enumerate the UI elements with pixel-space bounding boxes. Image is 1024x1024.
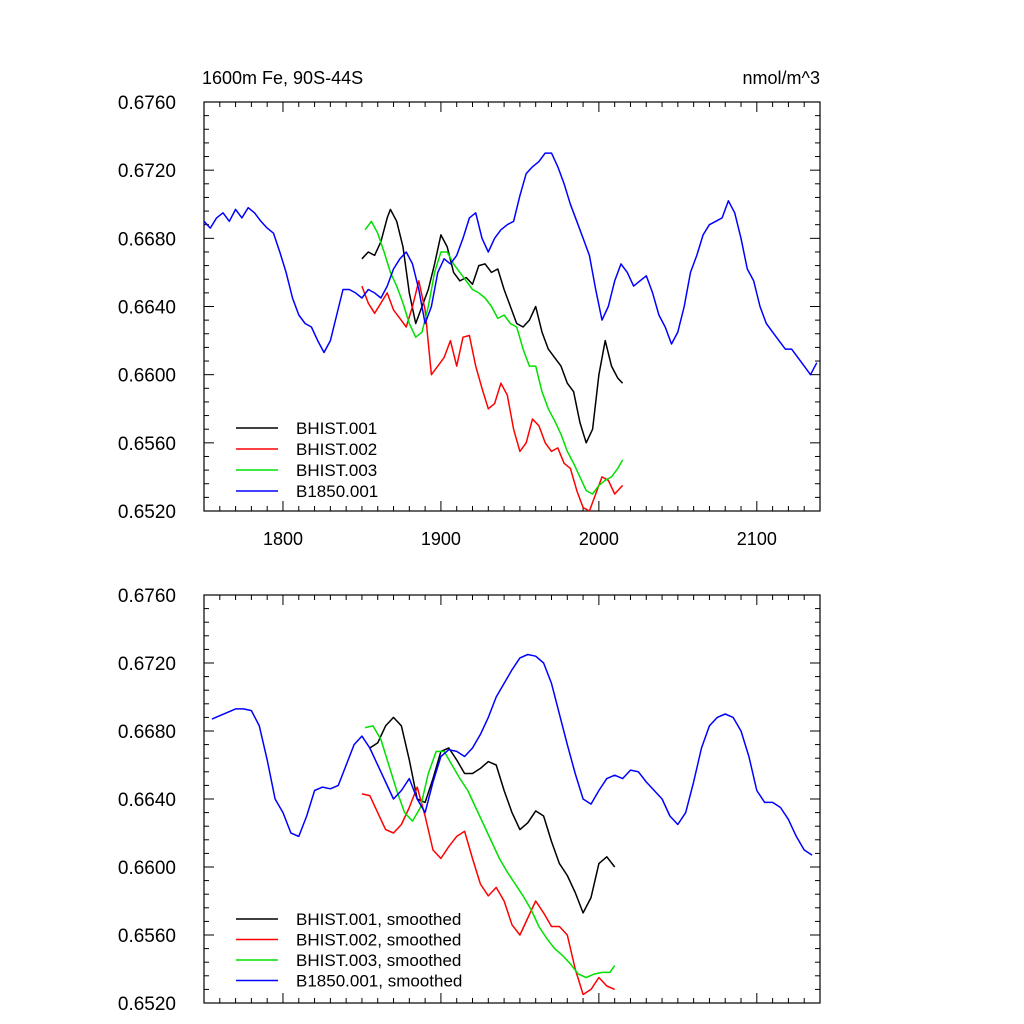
y-tick-label: 0.6560 (118, 434, 176, 455)
y-tick-label: 0.6680 (118, 722, 176, 743)
x-tick-label: 1900 (421, 529, 461, 549)
series-line-4 (211, 653, 813, 856)
y-tick-label: 0.6760 (118, 93, 176, 114)
legend-label-1: BHIST.001 (296, 419, 377, 438)
top-panel: 1600m Fe, 90S-44S nmol/m^3 1800 1900 2000 2… (118, 68, 821, 549)
y-tick-label: 0.6640 (118, 298, 176, 319)
x-tick-label: 1800 (263, 529, 303, 549)
legend-label-3: BHIST.003 (296, 461, 377, 480)
legend-label-1: BHIST.001, smoothed (296, 910, 461, 929)
y-tick-label: 0.6520 (118, 994, 176, 1015)
y-tick-label: 0.6720 (118, 161, 176, 182)
series-line-3 (364, 220, 624, 495)
legend-label-2: BHIST.002, smoothed (296, 931, 461, 950)
y-tick-label: 0.6680 (118, 229, 176, 250)
series-line-3 (364, 725, 616, 979)
legend-label-4: B1850.001 (296, 482, 378, 501)
y-tick-label: 0.6600 (118, 858, 176, 879)
y-tick-label: 0.6520 (118, 502, 176, 523)
series-line-1 (361, 208, 624, 444)
top-panel-title: 1600m Fe, 90S-44S (202, 68, 363, 88)
legend-label-4: B1850.001, smoothed (296, 972, 462, 991)
legend-label-2: BHIST.002 (296, 440, 377, 459)
x-tick-label: 2000 (579, 529, 619, 549)
top-panel-units: nmol/m^3 (743, 68, 820, 88)
series-line-4 (204, 152, 818, 376)
y-tick-label: 0.6560 (118, 926, 176, 947)
y-tick-label: 0.6640 (118, 790, 176, 811)
x-tick-label: 2100 (737, 529, 777, 549)
series-line-2 (361, 786, 615, 996)
series-line-2 (361, 280, 624, 511)
y-tick-label: 0.6720 (118, 654, 176, 675)
bottom-panel: 0.6520 0.6560 0.6600 0.6640 0.6680 0.6720 0.67… (118, 586, 821, 1015)
y-tick-label: 0.6760 (118, 586, 176, 607)
series-line-1 (369, 716, 616, 914)
y-tick-label: 0.6600 (118, 366, 176, 387)
legend-label-3: BHIST.003, smoothed (296, 951, 461, 970)
